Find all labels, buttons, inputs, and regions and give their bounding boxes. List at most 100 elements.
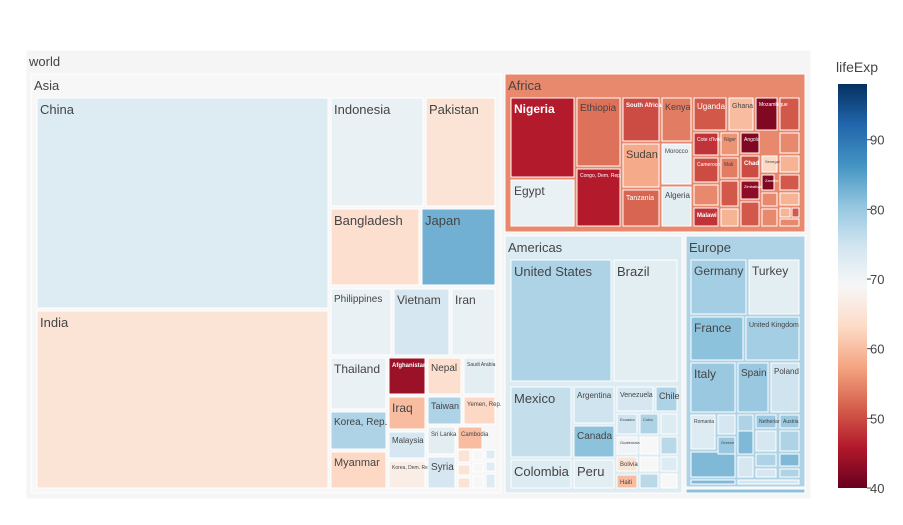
- tile-afghanistan[interactable]: [388, 357, 426, 395]
- tile-india[interactable]: [36, 310, 329, 489]
- tile-peru[interactable]: [573, 459, 615, 489]
- tile-nepal[interactable]: [427, 357, 462, 395]
- tile-minor-europe[interactable]: [755, 430, 777, 452]
- tile-minor-asia[interactable]: [457, 464, 471, 476]
- tile-cameroon[interactable]: [693, 157, 719, 183]
- tile-minor-africa[interactable]: [720, 180, 739, 207]
- tile-minor-europe[interactable]: [755, 468, 777, 478]
- tile-angola[interactable]: [740, 132, 760, 154]
- tile-minor-africa[interactable]: [761, 192, 778, 207]
- tile-poland[interactable]: [770, 362, 800, 413]
- tile-germany[interactable]: [690, 259, 747, 315]
- tile-austria[interactable]: [779, 414, 800, 429]
- tile-egypt[interactable]: [510, 179, 575, 227]
- tile-algeria[interactable]: [661, 186, 692, 227]
- tile-minor-asia[interactable]: [485, 473, 496, 489]
- tile-venezuela[interactable]: [616, 386, 654, 412]
- tile-cote-d-ivoire[interactable]: [693, 132, 719, 156]
- tile-minor-africa[interactable]: [779, 155, 800, 173]
- tile-indonesia[interactable]: [330, 97, 424, 207]
- tile-korea-dem-rep[interactable]: [388, 460, 426, 489]
- tile-congo-dem-rep[interactable]: [576, 168, 621, 227]
- tile-mexico[interactable]: [510, 386, 572, 458]
- tile-syria[interactable]: [427, 456, 456, 489]
- tile-guatemala[interactable]: [616, 436, 638, 455]
- tile-minor-africa[interactable]: [761, 208, 778, 227]
- tile-argentina[interactable]: [573, 386, 615, 424]
- tile-kenya[interactable]: [661, 97, 692, 142]
- tile-tanzania[interactable]: [622, 189, 660, 227]
- tile-canada[interactable]: [573, 425, 615, 458]
- tile-minor-americas[interactable]: [639, 456, 659, 472]
- tile-united-states[interactable]: [510, 259, 612, 382]
- tile-uganda[interactable]: [693, 97, 727, 131]
- tile-greece[interactable]: [717, 436, 736, 455]
- tile-france[interactable]: [690, 316, 744, 361]
- tile-spain[interactable]: [737, 362, 769, 413]
- tile-minor-asia[interactable]: [485, 449, 496, 460]
- tile-minor-asia[interactable]: [457, 477, 471, 489]
- tile-chad[interactable]: [740, 155, 760, 179]
- tile-iraq[interactable]: [388, 396, 426, 430]
- tile-netherlands[interactable]: [755, 414, 777, 429]
- tile-minor-europe[interactable]: [779, 430, 800, 452]
- tile-chile[interactable]: [655, 386, 678, 412]
- tile-minor-asia[interactable]: [457, 449, 471, 463]
- tile-italy[interactable]: [690, 362, 736, 413]
- tile-south-africa[interactable]: [622, 97, 660, 142]
- tile-thailand[interactable]: [330, 357, 387, 410]
- tile-turkey[interactable]: [748, 259, 800, 315]
- tile-minor-americas[interactable]: [660, 413, 678, 435]
- tile-minor-asia[interactable]: [472, 462, 484, 473]
- tile-morocco[interactable]: [661, 143, 692, 185]
- tile-bangladesh[interactable]: [330, 208, 420, 286]
- tile-ghana[interactable]: [728, 97, 754, 131]
- tile-mali[interactable]: [720, 157, 739, 179]
- tile-myanmar[interactable]: [330, 451, 387, 489]
- tile-minor-europe[interactable]: [690, 479, 736, 485]
- tile-minor-americas[interactable]: [660, 456, 678, 472]
- tile-minor-europe[interactable]: [737, 456, 754, 478]
- tile-minor-africa[interactable]: [779, 192, 800, 206]
- tile-united-kingdom[interactable]: [745, 316, 800, 361]
- tile-minor-europe[interactable]: [779, 468, 800, 478]
- tile-minor-africa[interactable]: [779, 207, 791, 218]
- tile-minor-africa[interactable]: [779, 132, 800, 154]
- tile-minor-asia[interactable]: [472, 475, 484, 489]
- tile-nigeria[interactable]: [510, 97, 575, 178]
- tile-malaysia[interactable]: [388, 431, 426, 459]
- tile-minor-africa[interactable]: [779, 97, 800, 131]
- tile-minor-europe[interactable]: [717, 414, 736, 435]
- tile-mozambique[interactable]: [755, 97, 778, 131]
- tile-vietnam[interactable]: [393, 288, 450, 356]
- tile-minor-europe[interactable]: [755, 453, 777, 467]
- tile-taiwan[interactable]: [427, 396, 462, 425]
- tile-minor-africa[interactable]: [779, 218, 800, 227]
- tile-senegal[interactable]: [761, 155, 778, 173]
- tile-japan[interactable]: [421, 208, 496, 286]
- tile-minor-africa[interactable]: [720, 208, 739, 227]
- tile-ecuador[interactable]: [616, 413, 638, 435]
- tile-romania[interactable]: [690, 414, 716, 450]
- tile-minor-europe[interactable]: [779, 453, 800, 467]
- tile-zimbabwe[interactable]: [740, 180, 760, 200]
- tile-minor-asia[interactable]: [472, 449, 484, 461]
- tile-sudan[interactable]: [622, 143, 660, 188]
- tile-minor-europe[interactable]: [737, 479, 800, 485]
- tile-minor-asia[interactable]: [485, 461, 496, 472]
- tile-brazil[interactable]: [613, 259, 678, 382]
- tile-china[interactable]: [36, 97, 329, 309]
- tile-malawi[interactable]: [693, 207, 719, 227]
- tile-minor-europe[interactable]: [690, 451, 736, 478]
- tile-bolivia[interactable]: [616, 456, 638, 472]
- tile-zambia[interactable]: [761, 174, 775, 191]
- tile-korea-rep[interactable]: [330, 411, 387, 450]
- tile-haiti[interactable]: [616, 474, 638, 489]
- tile-philippines[interactable]: [330, 288, 392, 356]
- tile-cuba[interactable]: [639, 413, 659, 435]
- tile-colombia[interactable]: [510, 459, 572, 489]
- tile-iran[interactable]: [451, 288, 496, 356]
- tile-minor-africa[interactable]: [791, 207, 800, 218]
- tile-saudi-arabia[interactable]: [463, 357, 496, 395]
- tile-sri-lanka[interactable]: [427, 426, 456, 455]
